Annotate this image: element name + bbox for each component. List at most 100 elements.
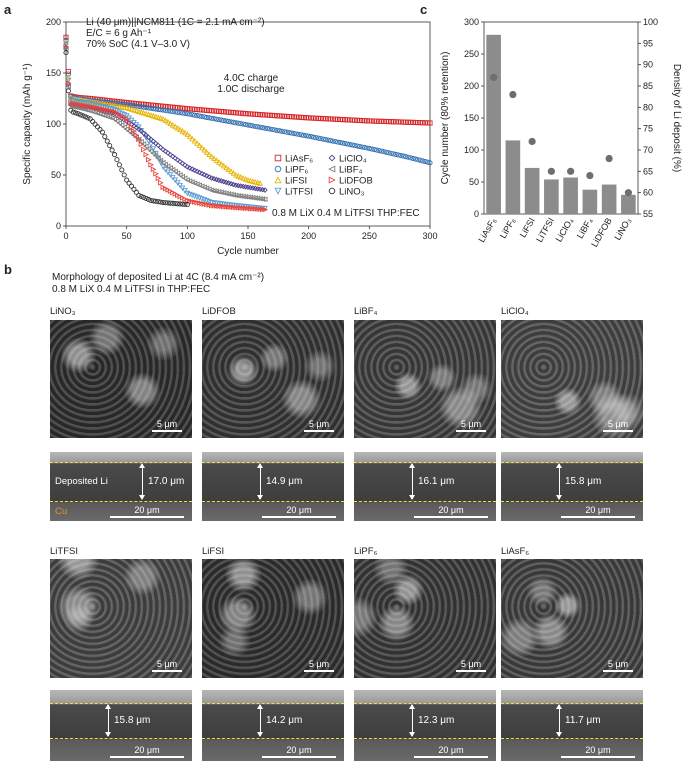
scale-bar-top: 5 μm xyxy=(152,419,182,432)
density-point-lifsi xyxy=(528,137,536,146)
data-point xyxy=(281,129,287,135)
data-point xyxy=(111,152,118,158)
y2-tick-label: 55 xyxy=(643,209,653,219)
data-point xyxy=(254,195,261,202)
data-point xyxy=(427,120,433,126)
data-point xyxy=(267,126,273,132)
scale-bar-line xyxy=(262,756,336,758)
data-point xyxy=(250,178,256,184)
thickness-value: 15.8 μm xyxy=(114,714,151,726)
data-point xyxy=(391,151,397,157)
data-point xyxy=(150,112,157,119)
data-point xyxy=(167,151,174,158)
scale-bar-top: 5 μm xyxy=(304,419,334,432)
bar-liclo xyxy=(563,177,578,214)
data-point xyxy=(203,149,210,155)
deposit-top-line xyxy=(50,703,192,704)
data-point xyxy=(150,150,156,157)
data-point xyxy=(169,166,176,173)
deposit-top-line xyxy=(501,462,643,463)
data-point xyxy=(143,110,149,117)
data-point xyxy=(194,113,200,119)
data-point xyxy=(204,114,210,120)
data-point xyxy=(179,128,186,134)
data-point xyxy=(145,111,152,117)
legend-label-lidfob: LiDFOB xyxy=(339,176,373,187)
capacity-chart: 0 50 100 150 200 250 300 0 50 100 150 200 Cycle numb… xyxy=(22,17,438,257)
data-point xyxy=(230,170,237,176)
data-point xyxy=(332,139,338,145)
panel-label-a: a xyxy=(4,2,12,17)
legend-marker xyxy=(328,187,336,195)
density-point-lino xyxy=(624,189,632,197)
data-point xyxy=(315,135,321,141)
scale-bar-label: 5 μm xyxy=(308,419,330,429)
data-point xyxy=(80,113,86,119)
data-point xyxy=(388,150,394,156)
sem-top-image-lino: 5 μm xyxy=(50,320,192,438)
data-point xyxy=(174,180,181,186)
data-point xyxy=(174,157,181,163)
data-point xyxy=(174,124,181,131)
scale-bar-label: 20 μm xyxy=(286,745,312,755)
sem-label-lifsi: LiFSI xyxy=(202,546,225,557)
x-tick-label: 0 xyxy=(63,231,68,241)
data-point xyxy=(170,153,176,160)
data-point xyxy=(289,130,295,136)
data-point xyxy=(114,157,120,163)
data-point xyxy=(218,160,225,167)
data-point xyxy=(126,120,133,126)
data-point xyxy=(145,105,152,111)
data-point xyxy=(182,129,188,136)
scale-bar-line xyxy=(152,430,182,432)
data-point xyxy=(301,132,307,138)
scale-bar-top: 5 μm xyxy=(603,659,633,672)
data-point xyxy=(308,134,314,140)
data-point xyxy=(141,104,147,110)
legend-label-liclo: LiClO₄ xyxy=(339,154,367,165)
thickness-value: 12.3 μm xyxy=(418,714,455,726)
data-point xyxy=(347,142,353,148)
data-point xyxy=(124,102,130,108)
data-point xyxy=(160,107,166,113)
thickness-arrow xyxy=(108,705,109,736)
data-point xyxy=(306,133,312,139)
legend-label-libf: LiBF₄ xyxy=(339,165,363,176)
data-point xyxy=(143,151,150,158)
data-point xyxy=(422,158,428,165)
data-point xyxy=(213,116,220,122)
bar-lidfob xyxy=(601,184,617,214)
data-point xyxy=(240,121,246,127)
data-point xyxy=(194,140,200,146)
data-point xyxy=(155,106,161,112)
data-point xyxy=(361,144,368,151)
data-point xyxy=(257,124,263,130)
sem-label-litfsi: LiTFSI xyxy=(50,546,78,557)
data-point xyxy=(73,110,79,116)
data-point xyxy=(245,122,251,128)
data-point xyxy=(177,126,183,133)
data-point xyxy=(237,173,244,180)
data-point xyxy=(172,177,179,184)
arrow-head-down xyxy=(556,495,562,500)
scale-bar-label: 20 μm xyxy=(286,505,312,515)
data-point xyxy=(366,145,372,152)
data-point xyxy=(165,200,171,206)
data-point xyxy=(386,150,392,156)
data-point xyxy=(175,109,181,115)
scale-bar-line xyxy=(110,756,184,758)
data-point xyxy=(260,125,266,131)
scale-bar-line xyxy=(456,670,486,672)
scale-bar-line xyxy=(561,516,635,518)
data-point xyxy=(68,94,74,101)
header-line-ec: E/C = 6 g Ah⁻¹ xyxy=(86,28,152,39)
data-point xyxy=(218,117,224,123)
data-point xyxy=(75,111,81,117)
deposit-top-line xyxy=(50,462,192,463)
density-point-lipf xyxy=(509,90,517,99)
data-point xyxy=(335,139,341,145)
data-point xyxy=(293,131,300,137)
data-point xyxy=(184,111,190,117)
bar-lipf xyxy=(505,140,521,214)
data-point xyxy=(223,164,229,171)
